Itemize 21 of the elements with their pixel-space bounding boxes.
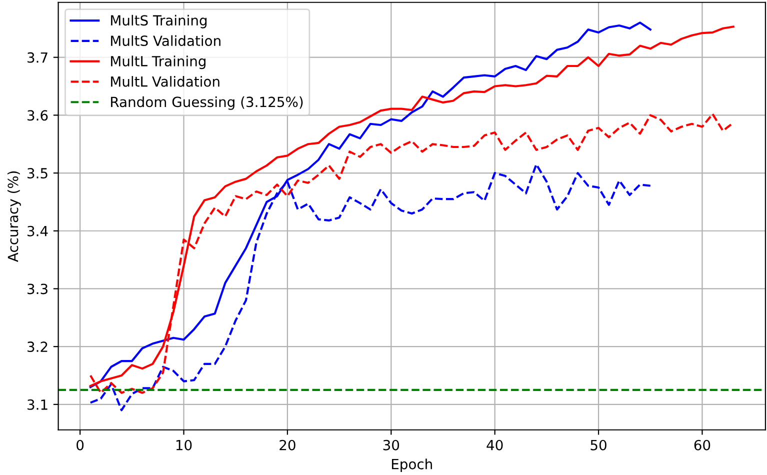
x-tick-label: 20 [280, 440, 296, 450]
legend-label: MultS Validation [111, 35, 220, 46]
legend-label: MultL Training [111, 56, 206, 70]
y-tick-label: 3.3 [28, 284, 48, 294]
y-tick-label: 3.4 [28, 226, 48, 236]
legend-label: MultS Training [111, 14, 207, 28]
y-axis-title: Accuracy (%) [8, 171, 21, 262]
x-tick-label: 60 [694, 440, 710, 450]
x-tick-label: 40 [486, 440, 503, 450]
x-tick-label: 0 [76, 440, 84, 450]
y-tick-label: 3.6 [28, 110, 48, 121]
legend-label: MultL Validation [111, 76, 220, 87]
x-tick-label: 50 [590, 440, 606, 450]
y-tick-label: 3.7 [28, 52, 48, 63]
x-axis-title: Epoch [392, 458, 432, 472]
legend-label: Random Guessing (3.125%) [111, 96, 303, 110]
y-tick-label: 3.1 [28, 399, 48, 410]
y-tick-label: 3.2 [28, 342, 48, 352]
x-tick-label: 10 [176, 440, 192, 450]
x-tick-label: 30 [383, 440, 400, 450]
y-tick-label: 3.5 [28, 168, 48, 178]
